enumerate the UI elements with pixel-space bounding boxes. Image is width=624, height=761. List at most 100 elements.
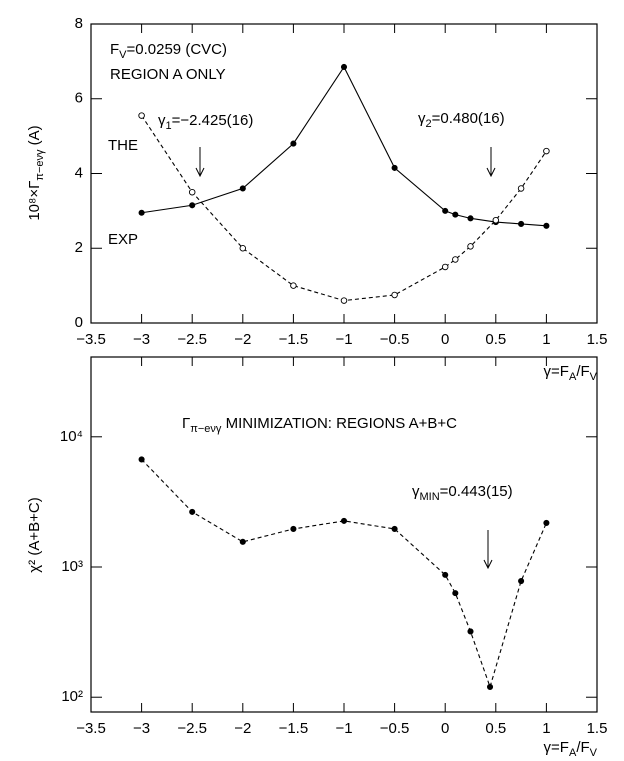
text-part: A	[569, 747, 577, 759]
text-part: γ	[418, 110, 426, 127]
text-part: REGION A ONLY	[110, 66, 226, 83]
text-part: F	[110, 41, 119, 58]
text-part: 10⁸×Γ	[26, 181, 43, 221]
y-tick-label: 0	[75, 314, 83, 331]
annotation: γ1=−2.425(16)	[158, 112, 253, 132]
text-part: MINIMIZATION: REGIONS A+B+C	[221, 415, 457, 432]
data-point	[543, 147, 550, 155]
plot-frame	[90, 356, 598, 713]
x-tick-label: 0	[441, 331, 449, 348]
text-part: Γ	[182, 415, 190, 432]
data-point	[391, 291, 398, 299]
data-point	[486, 683, 494, 690]
annotation: REGION A ONLY	[110, 66, 226, 83]
arrow	[486, 147, 496, 178]
text-part: (A)	[26, 125, 43, 149]
series-name: THE	[108, 137, 138, 154]
annotation: FV=0.0259 (CVC)	[110, 41, 227, 61]
annotation: γMIN=0.443(15)	[412, 483, 513, 503]
x-tick-label: −2.5	[177, 720, 207, 737]
annotation: γ2=0.480(16)	[418, 110, 505, 130]
x-tick-label: −3.5	[76, 331, 106, 348]
text-part: =0.480(16)	[432, 110, 505, 127]
arrow	[195, 147, 205, 178]
x-tick-label: 0.5	[485, 331, 506, 348]
x-tick-label: −1	[335, 331, 352, 348]
x-tick-label: −3	[133, 720, 150, 737]
data-point	[452, 211, 459, 218]
data-point	[239, 185, 246, 192]
text-part: V	[590, 371, 598, 383]
y-tick-label: 8	[75, 15, 83, 32]
y-axis-label: 10⁸×Γπ−eνγ (A)	[26, 125, 46, 220]
data-point	[239, 538, 246, 545]
data-point	[543, 222, 550, 229]
text-part: χ² (A+B+C)	[26, 497, 43, 572]
series-line	[141, 65, 547, 227]
data-point	[442, 571, 449, 578]
x-tick-label: 1	[542, 331, 550, 348]
data-point	[340, 517, 348, 524]
x-tick-label: −0.5	[380, 720, 410, 737]
x-tick-label: −2	[234, 331, 251, 348]
text-part: V	[119, 49, 127, 61]
data-point	[340, 63, 348, 71]
y-tick-label: 10²	[61, 688, 83, 705]
data-point	[188, 188, 196, 196]
data-point	[189, 202, 196, 209]
text-part: π−eνγ	[34, 149, 46, 181]
text-part: γ=F	[544, 739, 569, 756]
data-point	[467, 628, 474, 635]
data-point	[543, 519, 550, 526]
data-point	[391, 525, 398, 533]
data-point	[391, 164, 398, 171]
data-point	[442, 207, 449, 214]
x-tick-label: −2.5	[177, 331, 207, 348]
text-part: =0.443(15)	[440, 483, 513, 500]
data-point	[467, 243, 474, 250]
text-part: γ	[412, 483, 420, 500]
data-point	[452, 590, 459, 597]
x-axis-label: γ=FA/FV	[544, 363, 598, 383]
text-part: A	[569, 371, 577, 383]
series-name: EXP	[108, 231, 138, 248]
data-point	[290, 282, 297, 289]
text-part: =0.0259 (CVC)	[127, 41, 227, 58]
data-point	[441, 263, 449, 271]
text-part: V	[590, 747, 598, 759]
data-point	[290, 525, 297, 533]
y-tick-label: 10⁴	[60, 428, 83, 445]
x-tick-label: 1	[542, 720, 550, 737]
x-tick-label: −1.5	[279, 331, 309, 348]
data-point	[138, 209, 145, 216]
series-line	[141, 115, 547, 302]
data-point	[340, 297, 348, 304]
y-tick-label: 4	[75, 164, 83, 181]
x-tick-label: 1.5	[587, 331, 608, 348]
text-part: 2	[426, 118, 432, 130]
y-axis-label: χ² (A+B+C)	[26, 497, 43, 572]
x-tick-label: −1.5	[279, 720, 309, 737]
x-tick-label: 1.5	[587, 720, 608, 737]
data-point	[239, 244, 247, 252]
arrow	[483, 530, 493, 570]
text-part: 1	[166, 120, 172, 132]
data-point	[517, 185, 525, 192]
series-line	[141, 459, 547, 689]
text-part: MIN	[420, 491, 440, 503]
y-tick-label: 10³	[61, 558, 83, 575]
data-point	[138, 112, 145, 119]
x-tick-label: 0.5	[485, 720, 506, 737]
text-part: /F	[576, 739, 589, 756]
x-axis-label: γ=FA/FV	[544, 739, 598, 759]
data-point	[452, 256, 459, 263]
text-part: γ=F	[544, 363, 569, 380]
y-tick-label: 2	[75, 239, 83, 256]
text-part: /F	[576, 363, 589, 380]
x-tick-label: 0	[441, 720, 449, 737]
data-point	[518, 220, 525, 228]
annotation: Γπ−eνγ MINIMIZATION: REGIONS A+B+C	[182, 415, 457, 435]
y-tick-label: 6	[75, 90, 83, 107]
data-point	[467, 215, 474, 222]
